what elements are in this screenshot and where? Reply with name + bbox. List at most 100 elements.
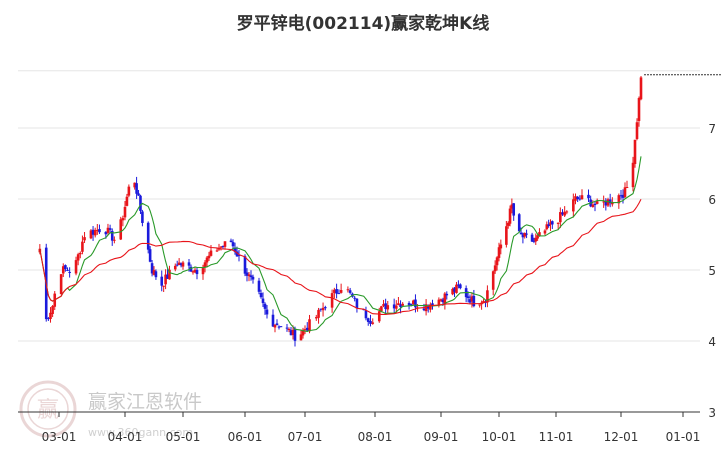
- candle-up: [510, 198, 514, 214]
- candle-up: [191, 270, 195, 275]
- candle-up: [491, 270, 495, 296]
- watermark: 赢 赢家江恩软件 www.360gann.com: [19, 380, 202, 439]
- candle-up: [635, 118, 639, 141]
- y-tick-label: 6: [708, 193, 716, 207]
- watermark-seal-glyph: 赢: [37, 398, 59, 423]
- candle-down: [431, 299, 434, 310]
- candle-up: [386, 300, 390, 314]
- candle-down: [525, 229, 528, 239]
- candle-down: [47, 317, 50, 321]
- candle-down: [366, 317, 370, 326]
- candle-up: [606, 197, 610, 208]
- candle-up: [559, 207, 562, 229]
- candle-down: [364, 306, 368, 321]
- candle-down: [233, 242, 237, 255]
- candle-down: [64, 264, 67, 272]
- candle-up: [631, 156, 635, 192]
- candle-up: [193, 267, 197, 274]
- candle-up: [83, 232, 86, 243]
- candle-up: [595, 198, 599, 205]
- candle-up: [497, 242, 501, 262]
- candle-up: [549, 219, 552, 231]
- candle-up: [76, 252, 80, 266]
- x-tick-label: 04-01: [108, 430, 143, 444]
- candle-up: [49, 307, 52, 323]
- candle-up: [152, 266, 156, 276]
- candle-down: [275, 319, 279, 326]
- candle-down: [608, 193, 612, 208]
- candle-up: [215, 247, 219, 253]
- candle-down: [512, 203, 516, 221]
- candle-down: [392, 298, 396, 313]
- candle-down: [532, 237, 536, 244]
- candle-up: [639, 75, 643, 101]
- candle-up: [499, 239, 503, 255]
- candle-down: [135, 176, 138, 199]
- candle-down: [137, 189, 140, 196]
- candle-up: [78, 251, 82, 259]
- candle-up: [591, 200, 595, 208]
- candle-up: [330, 289, 334, 313]
- candle-down: [148, 246, 152, 263]
- candle-up: [508, 205, 512, 227]
- candle-up: [623, 182, 627, 199]
- x-tick-label: 12-01: [604, 430, 639, 444]
- x-tick-label: 06-01: [228, 430, 263, 444]
- candle-down: [179, 262, 183, 268]
- candle-down: [221, 245, 225, 249]
- candle-down: [384, 298, 387, 315]
- candle-down: [551, 220, 554, 229]
- candle-up: [273, 324, 277, 333]
- candle-down: [243, 254, 247, 277]
- candle-up: [106, 223, 110, 236]
- candle-up: [412, 299, 415, 305]
- candle-up: [443, 292, 447, 310]
- candle-up: [247, 271, 251, 282]
- candle-down: [593, 200, 597, 212]
- candle-up: [217, 243, 221, 251]
- candle-up: [580, 189, 584, 200]
- x-tick-label: 01-01: [666, 430, 701, 444]
- candle-down: [337, 289, 341, 295]
- candle-up: [89, 229, 93, 240]
- candle-up: [523, 232, 527, 239]
- long-moving-average-line: [39, 198, 642, 315]
- candle-up: [339, 283, 343, 294]
- candle-down: [459, 283, 462, 290]
- watermark-text: 赢家江恩软件: [88, 391, 202, 413]
- candle-up: [455, 281, 458, 294]
- candle-down: [468, 294, 472, 305]
- candle-down: [146, 221, 150, 254]
- candle-down: [464, 285, 468, 303]
- candle-up: [333, 287, 336, 299]
- candle-up: [346, 286, 350, 293]
- candle-down: [265, 304, 269, 319]
- candle-up: [574, 193, 577, 205]
- candle-down: [279, 326, 283, 328]
- candle-up: [534, 233, 538, 245]
- candle-up: [207, 251, 211, 262]
- candle-up: [317, 307, 320, 324]
- candle-up: [81, 235, 84, 255]
- candle-up: [617, 193, 621, 209]
- candle-down: [521, 232, 525, 244]
- candle-down: [285, 324, 289, 332]
- candle-up: [181, 260, 185, 270]
- candle-down: [335, 283, 338, 299]
- candle-down: [547, 219, 550, 228]
- y-tick-label: 5: [708, 264, 716, 278]
- candle-down: [245, 268, 249, 282]
- candle-down: [166, 268, 169, 279]
- candle-down: [293, 326, 297, 347]
- candle-up: [625, 180, 629, 189]
- candle-down: [141, 209, 144, 227]
- candle-up: [287, 327, 291, 333]
- x-tick-label: 09-01: [424, 430, 459, 444]
- candle-up: [203, 260, 207, 273]
- candle-up: [470, 292, 474, 308]
- candle-up: [321, 302, 325, 317]
- x-tick-label: 05-01: [166, 430, 201, 444]
- candle-up: [486, 285, 489, 308]
- candle-up: [162, 285, 165, 293]
- candle-up: [451, 287, 454, 296]
